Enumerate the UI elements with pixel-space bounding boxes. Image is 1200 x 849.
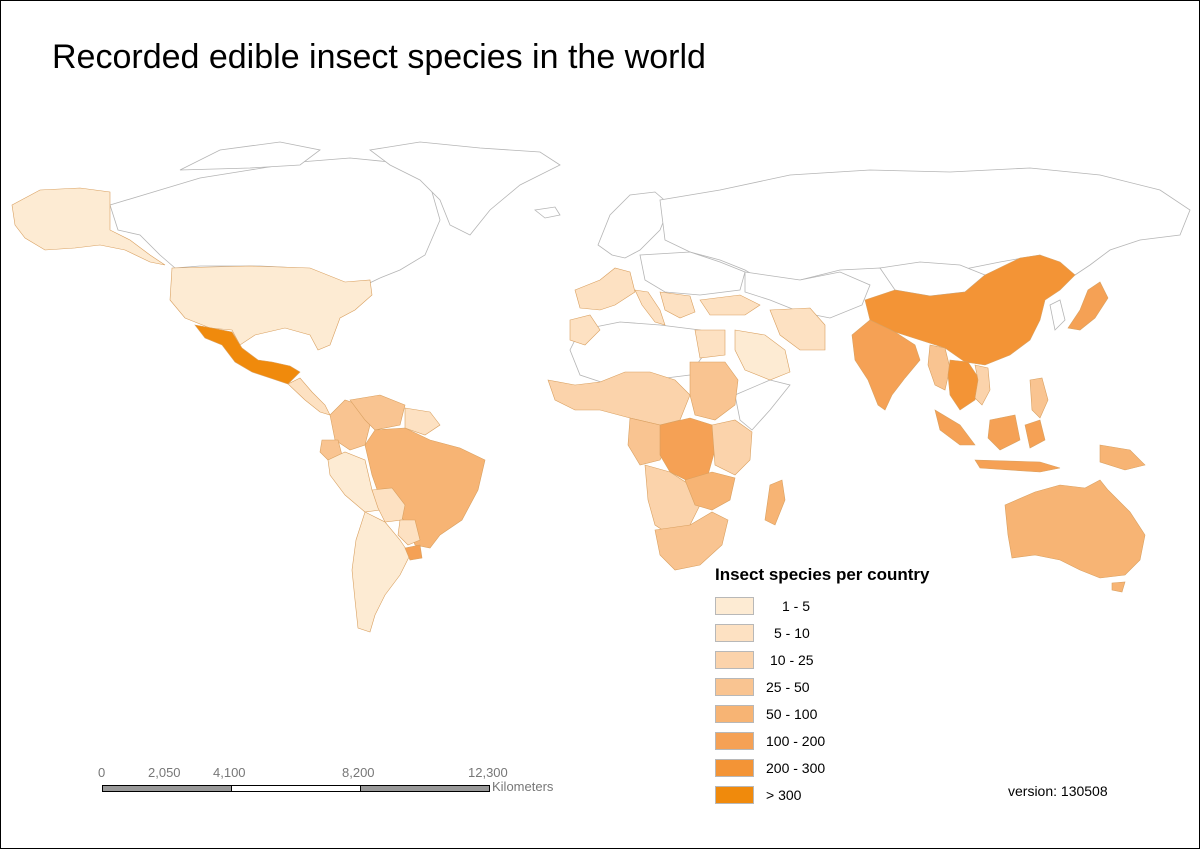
- legend-item: > 300: [715, 781, 975, 808]
- version-label: version: 130508: [1008, 783, 1108, 799]
- region-uruguay: [404, 544, 423, 561]
- region-zambia: [684, 471, 736, 511]
- region-papua-new-guinea: [1099, 444, 1146, 471]
- region-thailand-laos: [947, 359, 981, 411]
- region-morocco: [569, 314, 601, 346]
- scale-segment: [360, 785, 490, 792]
- region-paraguay: [397, 519, 421, 546]
- kazakhstan-central-asia: [744, 271, 871, 319]
- legend-item: 50 - 100: [715, 700, 975, 727]
- region-venezuela: [349, 394, 406, 431]
- legend-title: Insect species per country: [715, 565, 930, 584]
- legend-item: 25 - 50: [715, 673, 975, 700]
- region-indonesia: [934, 409, 1061, 473]
- legend-label: 5 - 10: [774, 624, 810, 641]
- legend-swatch: [715, 731, 754, 750]
- region-western-europe: [574, 267, 636, 311]
- region-south-africa: [654, 511, 729, 571]
- legend-label: 50 - 100: [766, 705, 818, 722]
- region-east-africa: [711, 419, 753, 476]
- scale-bar: 0 2,050 4,100 8,200 12,300 Kilometers: [96, 765, 576, 805]
- legend-item: 5 - 10: [715, 619, 975, 646]
- legend-swatch: [715, 650, 754, 669]
- legend-swatch: [715, 677, 754, 696]
- region-iran: [769, 307, 826, 351]
- scale-tick: 2,050: [148, 765, 181, 780]
- region-sudan: [689, 361, 739, 421]
- legend-label: 200 - 300: [766, 759, 826, 776]
- region-central-america: [287, 377, 331, 416]
- scale-tick: 12,300: [468, 765, 508, 780]
- region-australia: [1004, 479, 1146, 579]
- legend-item: 1 - 5: [715, 592, 975, 619]
- region-india: [851, 319, 921, 411]
- region-tasmania: [1111, 581, 1126, 593]
- legend-label: 100 - 200: [766, 732, 826, 749]
- region-argentina-chile: [351, 511, 411, 633]
- legend-swatch: [715, 785, 754, 804]
- horn-of-africa: [734, 379, 791, 431]
- region-italy: [634, 289, 666, 326]
- region-west-africa: [547, 371, 691, 426]
- scale-tick: 8,200: [342, 765, 375, 780]
- map-title: Recorded edible insect species in the wo…: [52, 38, 706, 76]
- legend: Insect species per country 1 - 5 5 - 10 …: [715, 565, 975, 808]
- legend-swatch: [715, 704, 754, 723]
- region-vietnam: [974, 364, 991, 406]
- region-japan: [1067, 281, 1109, 331]
- legend-swatch: [715, 758, 754, 777]
- region-mexico: [194, 324, 301, 385]
- legend-label: 10 - 25: [770, 651, 814, 668]
- legend-label: 25 - 50: [766, 678, 810, 695]
- scale-tick: 0: [98, 765, 106, 780]
- region-alaska: [11, 187, 166, 266]
- scale-tick: 4,100: [213, 765, 246, 780]
- legend-label: 1 - 5: [782, 597, 811, 614]
- scale-segment: [231, 785, 361, 792]
- scale-unit: Kilometers: [492, 779, 554, 794]
- region-china: [864, 254, 1076, 366]
- legend-rows: 1 - 5 5 - 10 10 - 25 25 - 50 50 - 100 10…: [715, 592, 975, 808]
- region-madagascar: [764, 479, 786, 526]
- region-myanmar: [927, 344, 951, 391]
- legend-swatch: [715, 623, 754, 642]
- korea: [1049, 299, 1066, 331]
- scale-segment: [102, 785, 232, 792]
- region-egypt: [694, 329, 726, 359]
- arctic-islands: [179, 141, 321, 171]
- region-philippines: [1029, 377, 1049, 419]
- region-turkey: [699, 294, 761, 316]
- legend-item: 10 - 25: [715, 646, 975, 673]
- greenland: [369, 141, 561, 236]
- legend-label: > 300: [766, 786, 802, 803]
- region-saudi-arabia: [734, 329, 791, 381]
- legend-swatch: [715, 596, 754, 615]
- iceland: [534, 206, 561, 219]
- region-guianas: [404, 407, 441, 436]
- region-balkans: [659, 291, 696, 319]
- eastern-europe: [639, 251, 746, 296]
- scandinavia: [597, 191, 671, 259]
- legend-item: 100 - 200: [715, 727, 975, 754]
- legend-item: 200 - 300: [715, 754, 975, 781]
